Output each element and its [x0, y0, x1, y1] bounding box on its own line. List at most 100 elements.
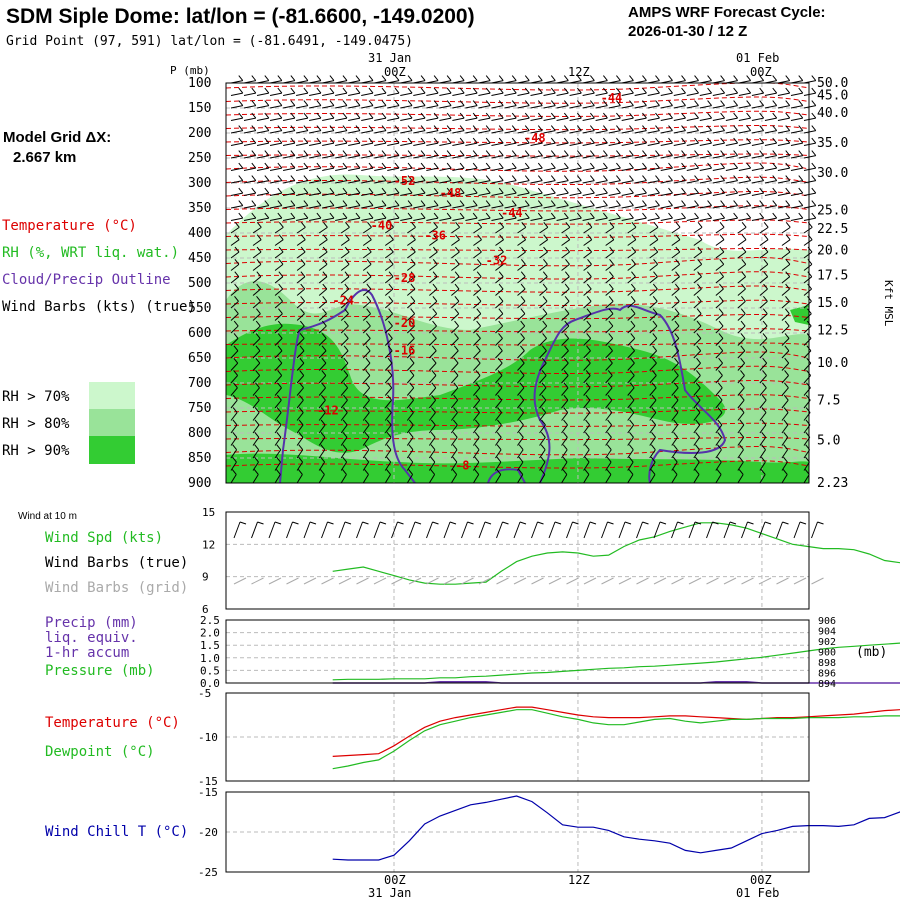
wind-barb: [318, 399, 326, 409]
wind-barb: [491, 180, 504, 184]
wind-barb: [583, 288, 592, 296]
wind-barb: [274, 251, 284, 259]
wind-barb-feather: [381, 112, 387, 119]
wind-barb-feather: [290, 150, 296, 156]
wind-barb-feather: [563, 100, 569, 106]
pressure-tick-label: 750: [188, 401, 211, 416]
wind-barb: [318, 263, 328, 271]
wind-barb-feather: [298, 419, 304, 426]
true-wind-barb-feather: [554, 521, 562, 525]
wind-barb: [362, 412, 370, 421]
wind-barb-feather: [785, 246, 791, 253]
wind-barb-feather: [589, 200, 595, 206]
true-wind-barb-feather: [432, 521, 439, 525]
pressure-tick-label: 900: [818, 648, 836, 659]
wind-barb: [764, 142, 777, 146]
wind-barb: [673, 192, 686, 196]
temperature-frame: [225, 692, 810, 782]
wind-barb-feather: [355, 175, 361, 181]
wind-barb-feather: [453, 394, 459, 401]
height-tick-label: 40.0: [817, 106, 848, 121]
wind-barb-feather: [642, 125, 647, 131]
wind-barb-feather: [316, 137, 322, 144]
wind-barb-feather: [576, 87, 582, 94]
wind-barb: [737, 226, 747, 234]
wind-barb: [561, 424, 568, 434]
wind-barb-feather: [798, 200, 804, 206]
wind-barb-feather: [681, 162, 686, 169]
wind-barb: [322, 92, 335, 96]
wind-barb: [252, 399, 260, 409]
wind-barb: [539, 338, 547, 346]
wind-barb-feather: [364, 444, 370, 451]
wind-barb: [451, 325, 459, 334]
wind-barb-feather: [521, 234, 527, 240]
wind-barb-feather: [576, 137, 582, 144]
wind-barb: [777, 92, 790, 96]
wind-barb: [451, 276, 460, 284]
wind-barb-feather: [475, 394, 481, 401]
wind-barb: [539, 362, 547, 371]
wind-chill-line: [332, 795, 900, 861]
wind-barb-feather: [386, 444, 392, 451]
pressure-axis-label: P (mb): [170, 64, 210, 77]
wind-barb: [634, 130, 647, 134]
wind-barb-feather: [673, 419, 679, 426]
wind-barb-feather: [394, 187, 400, 194]
wind-barb: [309, 180, 321, 184]
wind-barb: [583, 449, 590, 459]
wind-chill-tick-labels: -15-20-25: [198, 786, 218, 879]
wind-barb: [384, 263, 394, 271]
wind-barb-feather: [696, 296, 702, 302]
wind-barb: [561, 387, 569, 396]
temperature-isotherm: [226, 205, 809, 212]
wind-barb-feather: [251, 125, 257, 131]
wind-barb-feather: [783, 394, 789, 401]
wind-barb: [715, 474, 722, 484]
wind-barb: [473, 399, 481, 409]
wind-barb: [660, 130, 673, 134]
true-wind-barb-feather: [327, 521, 334, 525]
wind-barb: [384, 300, 394, 309]
wind-barb-feather: [316, 175, 322, 181]
wind-barb-feather: [364, 432, 370, 438]
temperature-contour-label: -20: [394, 316, 416, 330]
temperature-dewpoint-panel: Temperature (°C) Dewpoint (°C) -5-10-15: [45, 687, 900, 788]
wind-barb-feather: [650, 444, 656, 451]
wind-barb-feather: [785, 75, 791, 81]
wind-barb-feather: [316, 100, 322, 106]
wind-barb: [751, 105, 764, 109]
temperature-tick-labels: -5-10-15: [198, 687, 218, 788]
wind-barb-feather: [673, 370, 679, 376]
wind-barb-feather: [672, 469, 678, 475]
wind-barb-feather: [629, 394, 635, 401]
wind-barb: [230, 362, 239, 371]
wind-barb: [627, 375, 635, 384]
wind-barb-feather: [807, 283, 813, 290]
wind-barb: [465, 155, 478, 159]
wind-barb: [561, 437, 568, 446]
wind-barb: [699, 117, 712, 121]
wind-barb: [517, 461, 524, 471]
temperature-isotherm: [226, 351, 809, 361]
wind-barb: [269, 192, 282, 196]
wind-barb: [495, 239, 504, 246]
wind-barb-feather: [785, 296, 790, 302]
wind-barb-feather: [607, 407, 613, 413]
true-wind-barb-feather: [379, 521, 387, 525]
wind-barb-feather: [550, 187, 556, 194]
wind-barb: [737, 437, 745, 446]
liq-equiv-legend-label: liq. equiv.: [45, 630, 138, 646]
wind-barb-feather: [655, 162, 660, 169]
wind-barb: [803, 217, 816, 221]
wind-barb-feather: [459, 125, 465, 131]
true-wind-barb-feather: [467, 521, 474, 525]
wind-barb: [452, 155, 465, 159]
wind-barb-feather: [472, 75, 478, 81]
wind-barb-feather: [759, 75, 765, 81]
wind-barb-feather: [652, 357, 657, 364]
wind-barb: [362, 375, 371, 384]
wind-chill-series-label: Wind Chill T (°C): [45, 824, 188, 840]
wind-barb-feather: [694, 212, 699, 219]
wind-barb: [715, 325, 724, 334]
